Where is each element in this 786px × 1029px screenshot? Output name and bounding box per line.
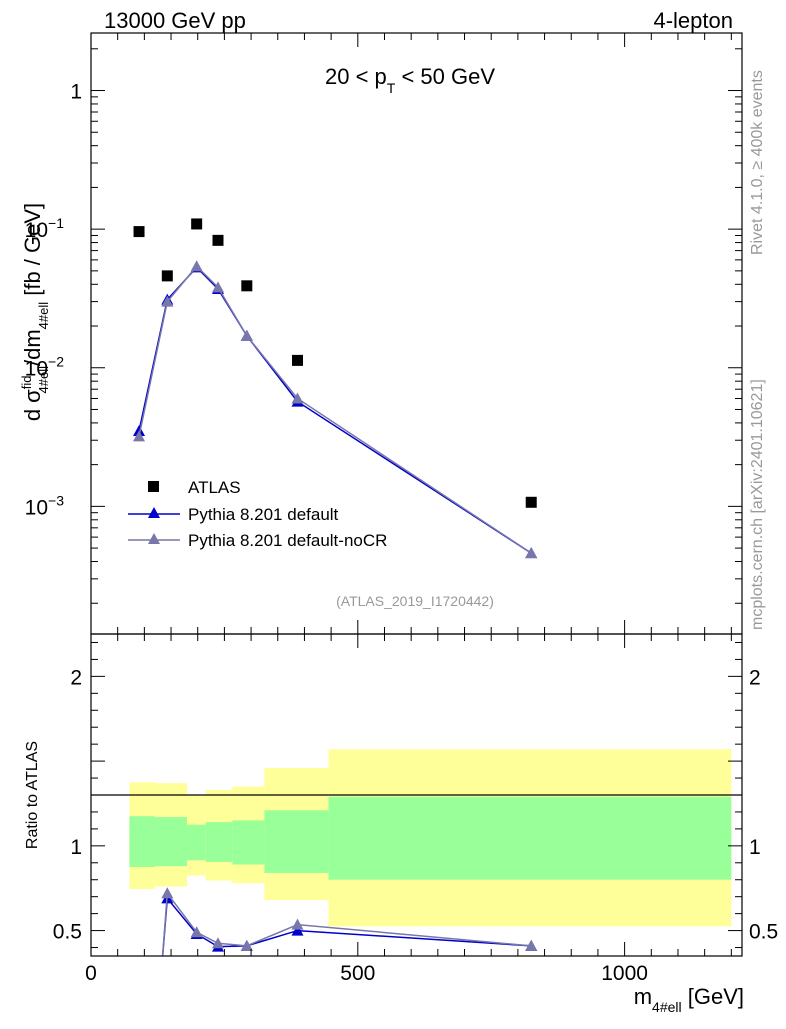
ratio-ticks: 0.5 0.5 1 1 2 2 0 500 1000 [53,634,778,985]
plot-title-pre: 20 < p [325,64,387,89]
plot-title: 20 < pT < 50 GeV [325,64,495,96]
process-label: 4-lepton [653,8,733,33]
ratio-marker-default [291,924,304,936]
ratio-marker-noCR [161,887,174,899]
marker-noCR [240,329,253,341]
legend-marker-nocr [148,533,160,544]
y-label-sub: 4#ell [36,366,51,394]
y-label-mid: /dm [20,329,45,366]
y-tick-base: 10 [25,219,48,242]
y-tick-exp: −2 [48,354,64,370]
marker-atlas [525,496,537,508]
marker-atlas [191,218,203,230]
band-inner [129,816,156,868]
plot-title-sub: T [387,80,396,96]
legend-label-nocr: Pythia 8.201 default-noCR [188,531,387,550]
y-tick-label: 10−2 [25,354,65,381]
legend-label-atlas: ATLAS [188,478,241,497]
mcplots-label: mcplots.cern.ch [arXiv:2401.10621] [749,379,766,630]
x-label-sub: 4#ell [652,999,682,1015]
ratio-y-label: Ratio to ATLAS [24,741,41,849]
main-y-ticks: 110−110−210−3 [25,33,742,634]
marker-noCR [161,295,174,307]
x-tick-label: 500 [340,962,375,985]
ratio-y-tick-label-right: 1 [749,836,761,859]
marker-atlas [212,234,224,246]
y-tick-exp: −3 [48,492,64,508]
marker-atlas [133,226,145,238]
ratio-marker-noCR [190,926,203,938]
legend: ATLAS Pythia 8.201 default Pythia 8.201 … [128,478,387,550]
band-inner [205,822,233,862]
marker-noCR [211,281,224,293]
y-tick-exp: −1 [48,215,64,231]
main-panel: 110−110−210−3 20 < pT < 50 GeV d σfid 4#e… [19,32,743,635]
ratio-y-tick-label-left: 0.5 [53,921,82,944]
band-inner [264,810,329,873]
ratio-panel: 0.5 0.5 1 1 2 2 0 500 1000 Ratio to ATLAS m4#ell… [24,633,778,1015]
y-tick-base: 10 [25,358,48,381]
ratio-marker-noCR [240,939,253,951]
marker-noCR [133,430,146,442]
y-tick-label: 10−1 [25,215,65,242]
y-label-sup: fid [19,376,34,390]
plot-title-post: < 50 GeV [395,64,495,89]
rivet-label: Rivet 4.1.0, ≥ 400k events [749,70,766,255]
y-tick-label: 10−3 [25,492,65,519]
band-inner [232,820,265,865]
legend-marker-default [148,507,160,518]
ratio-y-tick-label-left: 2 [70,666,82,689]
x-tick-label: 1000 [601,962,648,985]
y-label-sub2: 4#ell [36,302,51,330]
ratio-y-tick-label-left: 1 [70,836,82,859]
legend-label-default: Pythia 8.201 default [188,505,339,524]
x-axis-label: m4#ell [GeV] [634,984,744,1015]
ratio-bands [129,749,732,927]
x-label-post: [GeV] [682,984,744,1009]
ratio-marker-noCR [211,937,224,949]
x-label-pre: m [634,984,652,1009]
marker-atlas [161,270,173,282]
y-axis-label: d σfid 4#ell/dm4#ell [fb / GeV] [19,203,51,421]
y-tick-base: 10 [25,496,48,519]
marker-atlas [292,354,304,366]
x-tick-label: 0 [85,962,97,985]
legend-marker-atlas [148,481,159,492]
ratio-marker-noCR [291,918,304,930]
ratio-y-tick-label-right: 2 [749,666,761,689]
band-inner [155,817,188,867]
marker-noCR [291,392,304,404]
marker-noCR [190,260,203,272]
ratio-marker-noCR [525,939,538,951]
y-label-d: d σ [20,389,45,421]
band-inner [328,796,732,880]
analysis-id: (ATLAS_2019_I1720442) [336,593,494,609]
marker-atlas [241,280,253,292]
ratio-y-tick-label-right: 0.5 [749,921,778,944]
y-tick-base: 1 [70,81,82,104]
y-tick-label: 1 [70,81,82,104]
energy-label: 13000 GeV pp [104,8,246,33]
band-inner [187,824,206,861]
ratio-series [161,887,538,956]
y-label-post: [fb / GeV] [20,203,45,302]
main-series [133,218,538,559]
marker-noCR [525,547,538,559]
